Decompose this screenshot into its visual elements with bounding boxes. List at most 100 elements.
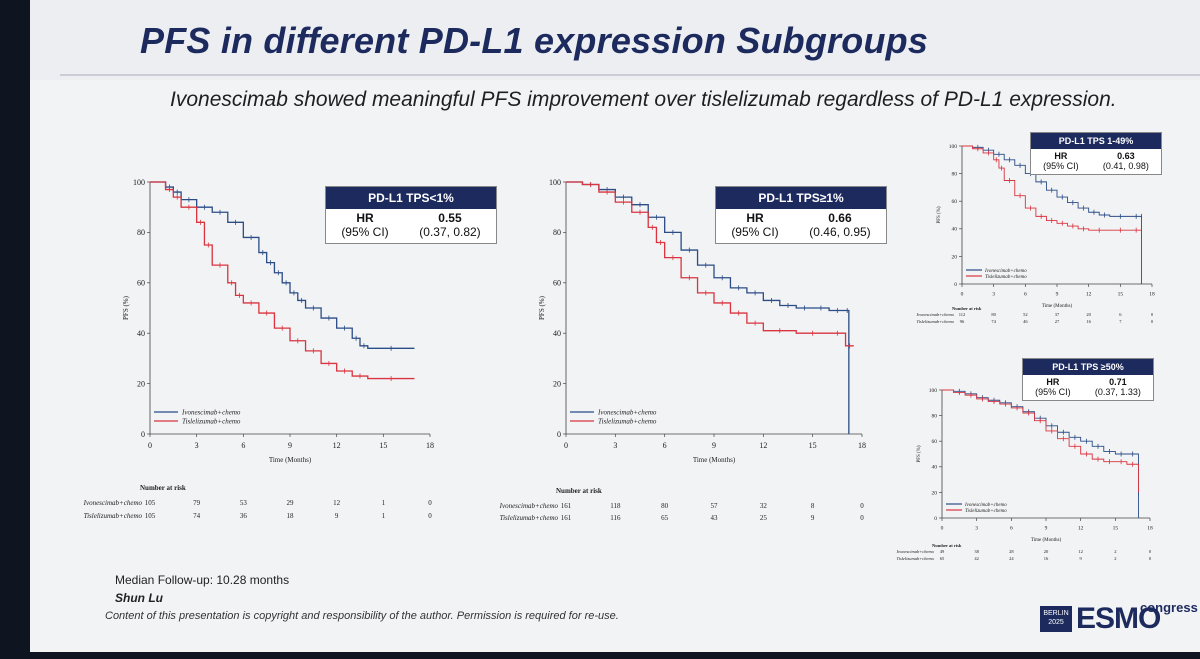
risk-value: 0 [1149,556,1152,561]
risk-value: 8 [811,502,815,510]
y-tick-label: 100 [549,178,561,187]
risk-row-label: Tislelizumab+chemo [500,514,559,522]
risk-value: 38 [974,549,979,554]
x-axis-label: Time (Months) [693,456,736,464]
y-tick-label: 60 [932,439,938,445]
risk-value: 2 [1114,556,1116,561]
risk-value: 74 [991,319,996,324]
legend-label: Ivonescimab+chemo [964,503,1007,508]
risk-value: 25 [760,514,768,522]
y-tick-label: 40 [553,329,561,338]
risk-value: 0 [1149,549,1152,554]
x-tick-label: 3 [195,441,199,450]
x-axis-label: Time (Months) [269,456,312,464]
risk-value: 105 [145,512,156,520]
risk-value: 53 [240,499,248,507]
risk-value: 0 [1151,319,1154,324]
risk-table-title: Number at risk [952,306,982,311]
risk-value: 20 [1086,312,1091,317]
y-tick-label: 100 [133,178,145,187]
hr-label: HR [746,211,764,225]
hr-box-title: PD-L1 TPS<1% [326,187,496,209]
y-tick-label: 20 [553,379,561,388]
risk-value: 46 [1023,319,1028,324]
y-axis-label: PFS (%) [122,295,130,320]
legend-label: Ivonescimab+chemo [597,408,657,416]
risk-value: 57 [711,502,719,510]
follow-up-note: Median Follow-up: 10.28 months [115,573,290,587]
risk-value: 105 [145,499,156,507]
y-tick-label: 20 [952,254,958,260]
y-tick-label: 100 [949,144,958,150]
y-tick-label: 80 [932,414,938,420]
risk-table-title: Number at risk [556,487,602,495]
x-axis-label: Time (Months) [1031,538,1062,543]
legend-label: Tislelizumab+chemo [985,275,1027,280]
risk-table-title: Number at risk [932,543,962,548]
risk-row-label: Tislelizumab+chemo [84,512,143,520]
km-curve-tislelizumab [566,181,854,347]
ci-label: (95% CI) [1043,161,1079,172]
risk-row-label: Tislelizumab+chemo [916,319,954,324]
risk-value: 7 [1119,319,1122,324]
risk-value: 1 [382,499,386,507]
hr-box-tps-ge50: PD-L1 TPS ≥50% HR (95% CI) 0.71 (0.37, 1.3… [1022,358,1154,401]
legend-label: Tislelizumab+chemo [182,417,241,425]
risk-value: 42 [974,556,979,561]
risk-value: 28 [1009,549,1014,554]
hr-box-tps-ge1: PD-L1 TPS≥1% HR (95% CI) 0.66 (0.46, 0.95) [715,186,887,244]
risk-row-label: Ivonescimab+chemo [915,312,954,317]
risk-value: 43 [711,514,719,522]
x-tick-label: 6 [663,441,667,450]
y-tick-label: 20 [932,490,938,496]
x-tick-label: 0 [148,441,152,450]
x-tick-label: 18 [1147,526,1153,532]
hr-value: 0.55 [438,211,462,225]
x-tick-label: 15 [809,441,817,450]
risk-value: 74 [193,512,201,520]
x-tick-label: 0 [941,526,944,532]
slide: PFS in different PD-L1 expression Subgro… [30,0,1200,652]
header-band [30,0,1200,80]
x-tick-label: 12 [1078,526,1084,532]
y-tick-label: 80 [952,172,958,178]
y-axis-label: PFS (%) [937,206,942,223]
x-tick-label: 18 [1149,292,1155,298]
y-tick-label: 100 [929,388,938,394]
legend-label: Tislelizumab+chemo [598,417,657,425]
risk-value: 65 [661,514,669,522]
x-tick-label: 3 [975,526,978,532]
logo-badge: BERLIN 2025 [1040,606,1072,632]
logo-badge-city: BERLIN [1043,610,1069,617]
y-tick-label: 80 [553,228,561,237]
x-tick-label: 18 [426,441,434,450]
risk-row-label: Ivonescimab+chemo [499,502,559,510]
logo-word: ESMO [1076,602,1161,635]
copyright-note: Content of this presentation is copyrigh… [105,610,619,622]
risk-value: 27 [1055,319,1060,324]
risk-value: 112 [959,312,966,317]
title-divider [60,74,1200,76]
y-axis-label: PFS (%) [538,295,546,320]
risk-value: 12 [1078,549,1083,554]
x-tick-label: 9 [712,441,716,450]
hr-value: 0.66 [828,211,852,225]
x-tick-label: 3 [613,441,617,450]
risk-row-label: Ivonescimab+chemo [895,549,934,554]
risk-value: 6 [1119,312,1122,317]
hr-box-title: PD-L1 TPS 1-49% [1031,133,1161,149]
x-tick-label: 3 [992,292,995,298]
ci-value: (0.37, 0.82) [419,224,481,239]
risk-value: 116 [610,514,621,522]
risk-value: 16 [1044,556,1049,561]
legend-label: Ivonescimab+chemo [984,269,1027,274]
x-axis-label: Time (Months) [1042,304,1073,309]
km-curve-tislelizumab [150,181,415,380]
risk-value: 52 [1023,312,1028,317]
x-tick-label: 12 [759,441,767,450]
y-tick-label: 0 [557,430,561,439]
risk-value: 9 [335,512,339,520]
risk-value: 65 [940,556,945,561]
